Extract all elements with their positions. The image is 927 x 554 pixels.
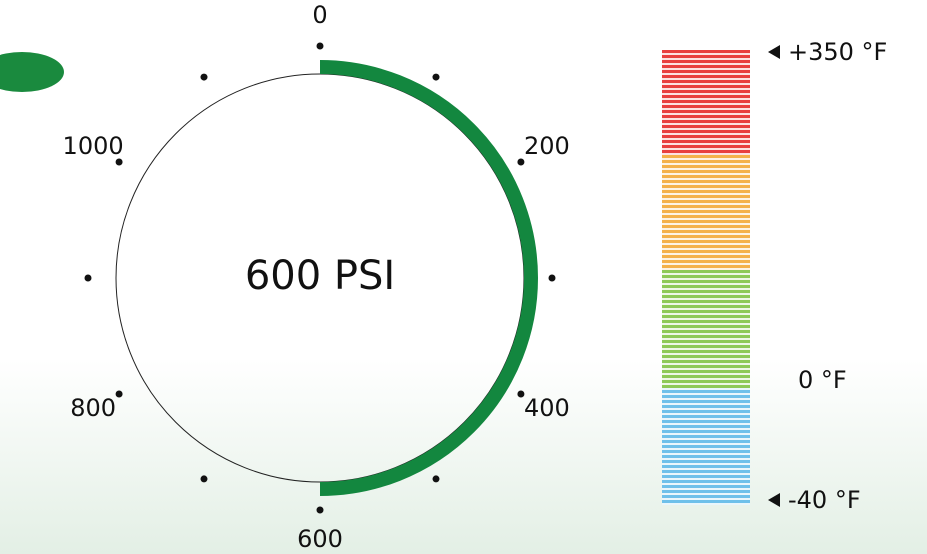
tick-dot: [84, 274, 92, 282]
tick-dot: [517, 390, 525, 398]
arrow: [768, 493, 780, 507]
tick-label: 600: [297, 525, 343, 553]
gauge-arc: [319, 60, 538, 496]
tick-dot: [115, 158, 123, 166]
gauge-value-label: 600 PSI: [245, 253, 395, 299]
tick-dot: [517, 158, 525, 166]
tick-dot: [432, 475, 440, 483]
stripes: [662, 50, 750, 505]
temp-label: +350 °F: [788, 38, 887, 66]
tick-dot: [316, 42, 324, 50]
tick-dot: [200, 475, 208, 483]
tick-label: 200: [524, 132, 570, 160]
tick-dot: [432, 73, 440, 81]
arrow: [768, 45, 780, 59]
temp-label: 0 °F: [798, 366, 847, 394]
temp-label: -40 °F: [788, 486, 861, 514]
tick-label: 800: [70, 394, 116, 422]
tick-dot: [115, 390, 123, 398]
tick-dot: [548, 274, 556, 282]
tick-label: 0: [312, 1, 327, 29]
tick-dot: [200, 73, 208, 81]
decoration: [0, 52, 64, 92]
tick-label: 400: [524, 394, 570, 422]
tick-dot: [316, 506, 324, 514]
tick-label: 1000: [63, 132, 124, 160]
